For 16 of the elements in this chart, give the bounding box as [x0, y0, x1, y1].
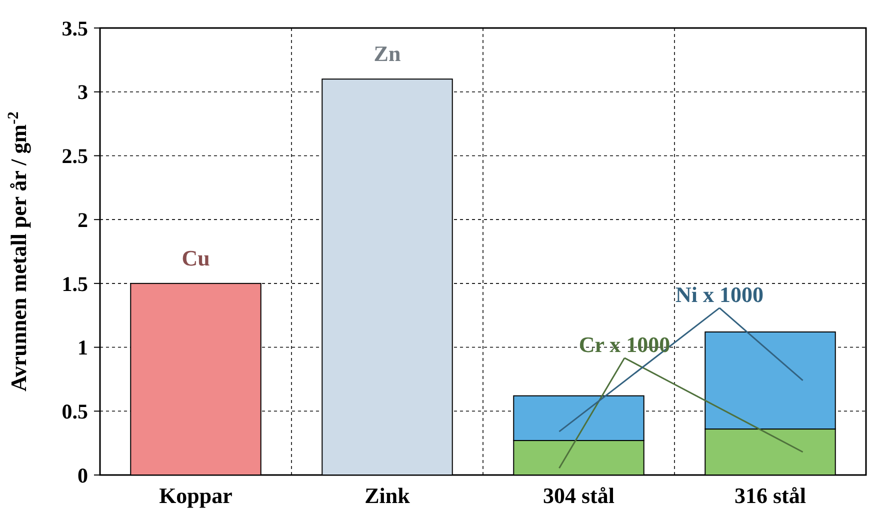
- y-tick-label: 3: [78, 80, 88, 104]
- y-tick-label: 1.5: [62, 272, 88, 296]
- y-tick-label: 0: [78, 463, 88, 488]
- y-tick-label: 2.5: [62, 144, 88, 168]
- series-label: Zn: [374, 41, 401, 66]
- x-tick-label: 304 stål: [543, 483, 614, 508]
- y-tick-label: 2: [78, 208, 88, 232]
- x-tick-label: Zink: [364, 483, 411, 508]
- series-label: Cu: [182, 245, 210, 270]
- x-tick-label: 316 stål: [734, 483, 806, 508]
- y-tick-label: 1: [78, 336, 88, 360]
- y-tick-label: 3.5: [62, 16, 88, 40]
- y-tick-label: 0.5: [62, 399, 88, 424]
- x-tick-label: Koppar: [159, 483, 233, 508]
- series-label: Ni x 1000: [676, 282, 764, 307]
- text: Cr x 1000: [578, 332, 670, 357]
